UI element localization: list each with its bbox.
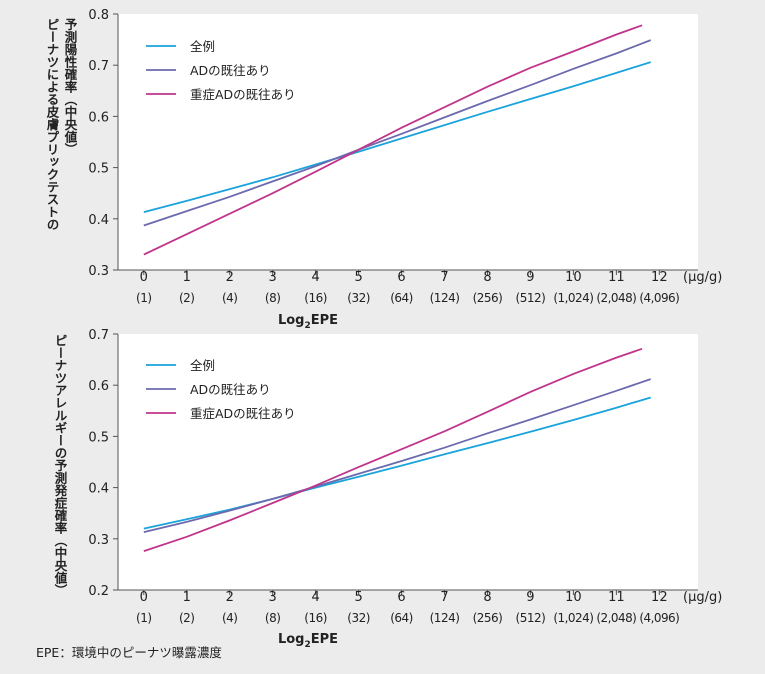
x-tick-label: 1: [183, 270, 191, 285]
y-axis-label: ピーナツアレルギーの予測発症確率（中央値）: [53, 334, 68, 597]
x-tick-count: (4): [222, 291, 238, 305]
x-tick-label: 12: [651, 270, 668, 285]
x-tick-count: (64): [390, 291, 413, 305]
x-tick-label: 6: [397, 270, 405, 285]
x-tick-count: (8): [265, 291, 281, 305]
plot-area: [118, 334, 698, 590]
x-tick-label: 6: [397, 590, 405, 605]
x-tick-count: (64): [390, 611, 413, 625]
x-tick-label: 0: [140, 270, 148, 285]
x-tick-label: 12: [651, 590, 668, 605]
plot-area: [118, 14, 698, 270]
x-tick-count: (8): [265, 611, 281, 625]
legend-label: 全例: [190, 358, 215, 373]
x-tick-label: 2: [226, 590, 234, 605]
x-unit-label: (μg/g): [683, 590, 722, 605]
x-tick-label: 3: [269, 270, 277, 285]
x-tick-label: 8: [483, 590, 491, 605]
y-tick-label: 0.7: [88, 59, 109, 74]
x-tick-count: (4): [222, 611, 238, 625]
x-tick-count: (1,024): [553, 291, 593, 305]
legend-label: 全例: [190, 39, 215, 54]
series-line-1: [143, 396, 651, 530]
x-axis-label: Log2EPE: [278, 313, 338, 331]
x-tick-count: (32): [347, 611, 370, 625]
x-tick-label: 4: [311, 270, 319, 285]
x-tick-label: 7: [440, 590, 448, 605]
x-tick-label: 1: [183, 590, 191, 605]
x-tick-label: 10: [565, 590, 582, 605]
x-tick-count: (2): [179, 291, 195, 305]
y-tick-label: 0.3: [88, 533, 109, 548]
legend-label: ADの既往あり: [190, 63, 271, 78]
x-tick-label: 9: [526, 270, 534, 285]
x-tick-label: 11: [608, 270, 625, 285]
x-tick-count: (124): [430, 291, 460, 305]
x-tick-count: (2): [179, 611, 195, 625]
x-tick-label: 3: [269, 590, 277, 605]
y-tick-label: 0.7: [88, 328, 109, 343]
x-tick-label: 11: [608, 590, 625, 605]
legend-label: 重症ADの既往あり: [190, 87, 296, 102]
x-tick-label: 5: [354, 270, 362, 285]
series-line-3: [143, 24, 643, 256]
x-tick-count: (512): [516, 611, 546, 625]
x-tick-count: (16): [304, 291, 327, 305]
legend-label: 重症ADの既往あり: [190, 406, 296, 421]
x-tick-label: 9: [526, 590, 534, 605]
legend-label: ADの既往あり: [190, 382, 271, 397]
x-tick-count: (16): [304, 611, 327, 625]
series-line-1: [143, 61, 651, 213]
y-tick-label: 0.2: [88, 584, 109, 599]
x-unit-label: (μg/g): [683, 270, 722, 285]
y-tick-label: 0.4: [88, 213, 109, 228]
x-tick-label: 2: [226, 270, 234, 285]
x-tick-count: (512): [516, 291, 546, 305]
y-tick-label: 0.5: [88, 430, 109, 445]
x-tick-label: 0: [140, 590, 148, 605]
x-tick-count: (1,024): [553, 611, 593, 625]
y-tick-label: 0.5: [88, 162, 109, 177]
series-line-3: [143, 347, 643, 552]
x-tick-count: (4,096): [639, 291, 679, 305]
x-tick-count: (4,096): [639, 611, 679, 625]
y-axis-label: 予測陽性確率（中央値）: [63, 18, 78, 156]
x-tick-label: 7: [440, 270, 448, 285]
y-tick-label: 0.6: [88, 379, 109, 394]
x-tick-count: (2,048): [596, 291, 636, 305]
x-tick-count: (256): [473, 291, 503, 305]
x-tick-label: 5: [354, 590, 362, 605]
y-tick-label: 0.8: [88, 8, 109, 23]
series-line-2: [143, 39, 652, 227]
x-tick-label: 4: [311, 590, 319, 605]
x-tick-label: 10: [565, 270, 582, 285]
y-tick-label: 0.3: [88, 264, 109, 279]
x-axis-label: Log2EPE: [278, 632, 338, 650]
x-tick-count: (1): [136, 291, 152, 305]
footnote: EPE：環境中のピーナツ曝露濃度: [36, 645, 222, 660]
chart-1: 0.3 0.4 0.5 0.6 0.7 0.8 0 (1) 1 (2) 2 (4) 3 (8) 4 (16) 5…: [45, 8, 723, 331]
y-axis-label: ピーナツによる皮膚プリックテストの: [45, 18, 60, 231]
x-tick-label: 8: [483, 270, 491, 285]
y-tick-label: 0.4: [88, 482, 109, 497]
series-line-2: [143, 378, 651, 533]
x-tick-count: (256): [473, 611, 503, 625]
x-tick-count: (2,048): [596, 611, 636, 625]
x-tick-count: (32): [347, 291, 370, 305]
chart-2: 0.2 0.3 0.4 0.5 0.6 0.7 0 (1) 1 (2) 2 (4) 3 (8) 4 (16) 5…: [53, 328, 723, 650]
x-tick-count: (124): [430, 611, 460, 625]
y-tick-label: 0.6: [88, 110, 109, 125]
x-tick-count: (1): [136, 611, 152, 625]
